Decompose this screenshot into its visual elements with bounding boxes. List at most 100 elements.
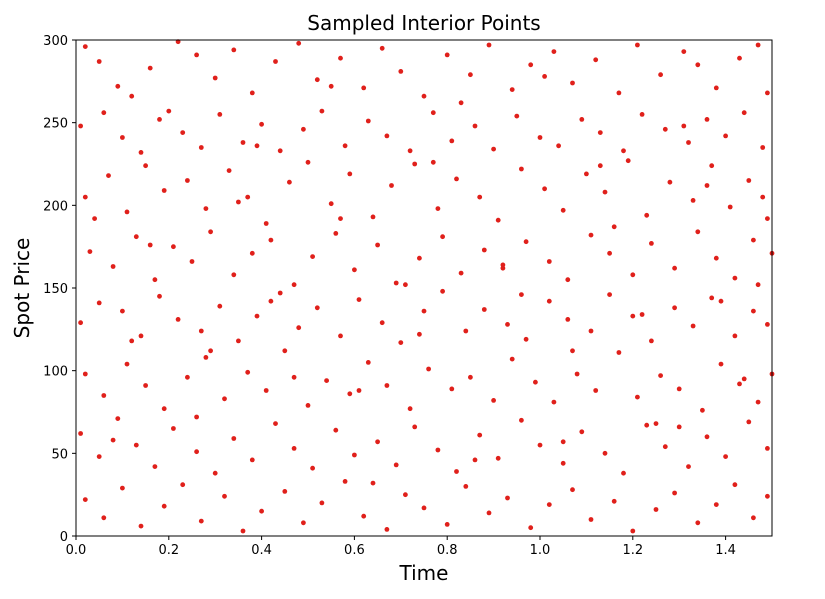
- data-point: [607, 250, 612, 256]
- data-point: [718, 298, 724, 304]
- data-point: [584, 171, 589, 177]
- data-point: [523, 336, 529, 342]
- data-point: [129, 338, 135, 344]
- x-tick-label: 0.4: [251, 543, 272, 558]
- data-point: [713, 255, 719, 261]
- y-axis: 0 50 100 150 200 250 300: [43, 34, 76, 545]
- data-point: [120, 308, 125, 314]
- data-point: [658, 72, 663, 78]
- data-point: [171, 244, 176, 250]
- data-point: [509, 87, 515, 92]
- data-point: [268, 298, 274, 304]
- data-point: [115, 416, 121, 421]
- data-point: [352, 267, 357, 273]
- data-point: [454, 176, 459, 182]
- data-point: [319, 500, 325, 506]
- data-point: [505, 495, 510, 501]
- data-point: [217, 112, 223, 117]
- x-tick-label: 1.2: [622, 543, 643, 558]
- data-point: [305, 403, 311, 408]
- y-tick-label: 250: [43, 117, 68, 132]
- data-point: [82, 497, 88, 502]
- data-point: [314, 305, 320, 311]
- data-point: [287, 179, 292, 185]
- data-point: [379, 320, 385, 326]
- data-point: [468, 374, 473, 380]
- data-point: [746, 419, 752, 425]
- data-point: [560, 439, 566, 445]
- data-point: [101, 515, 107, 521]
- data-point: [625, 158, 631, 164]
- data-point: [449, 138, 455, 144]
- data-point: [78, 320, 83, 326]
- data-point: [129, 93, 135, 99]
- data-point: [194, 52, 200, 58]
- data-point: [440, 288, 445, 294]
- data-point: [166, 108, 172, 114]
- data-point: [727, 204, 733, 210]
- data-point: [249, 457, 255, 463]
- data-point: [519, 166, 524, 172]
- data-point: [161, 188, 167, 193]
- data-point: [528, 525, 534, 531]
- data-point: [365, 118, 371, 124]
- data-point: [649, 338, 654, 344]
- data-point: [175, 317, 181, 322]
- data-point: [709, 295, 715, 301]
- data-point: [82, 194, 88, 200]
- data-point: [704, 183, 710, 188]
- data-point: [732, 333, 738, 339]
- data-point: [495, 455, 501, 461]
- data-point: [310, 254, 315, 259]
- x-axis-label: Time: [399, 561, 449, 585]
- data-point: [226, 168, 232, 174]
- data-point: [454, 469, 459, 474]
- plot-frame: [75, 39, 773, 537]
- data-point: [157, 293, 162, 299]
- data-point: [421, 505, 427, 511]
- data-point: [296, 40, 302, 46]
- data-point: [231, 436, 237, 441]
- data-point: [282, 348, 288, 354]
- data-point: [277, 148, 283, 154]
- data-point: [393, 280, 399, 286]
- data-point: [328, 83, 334, 89]
- data-point: [440, 234, 445, 240]
- data-point: [110, 264, 116, 269]
- data-point: [78, 431, 83, 436]
- data-point: [570, 487, 575, 493]
- data-point: [152, 277, 158, 283]
- data-point: [157, 117, 162, 122]
- data-point: [143, 383, 149, 388]
- data-point: [426, 366, 431, 372]
- data-point: [106, 173, 111, 179]
- data-point: [686, 140, 691, 145]
- data-point: [208, 229, 214, 235]
- data-point: [481, 247, 487, 253]
- data-point: [254, 313, 260, 319]
- data-point: [282, 489, 288, 494]
- data-point: [611, 224, 617, 230]
- data-point: [653, 507, 659, 512]
- data-point: [212, 470, 218, 476]
- data-point: [384, 133, 390, 139]
- data-point: [338, 333, 343, 339]
- data-point: [212, 75, 218, 81]
- data-point: [481, 307, 487, 312]
- data-point: [240, 528, 246, 534]
- data-point: [519, 417, 524, 423]
- data-point: [217, 303, 223, 309]
- data-point: [765, 90, 770, 96]
- data-point: [611, 498, 617, 504]
- data-point: [723, 454, 728, 459]
- x-axis: 0.0 0.2 0.4 0.6 0.8 1.0 1.2 1.4: [66, 536, 736, 558]
- data-point: [732, 482, 738, 488]
- data-point: [115, 83, 121, 89]
- data-point: [723, 133, 728, 139]
- data-point: [236, 199, 241, 205]
- data-point: [718, 361, 724, 367]
- data-point: [533, 379, 538, 385]
- data-point: [82, 44, 88, 49]
- data-point: [96, 59, 102, 64]
